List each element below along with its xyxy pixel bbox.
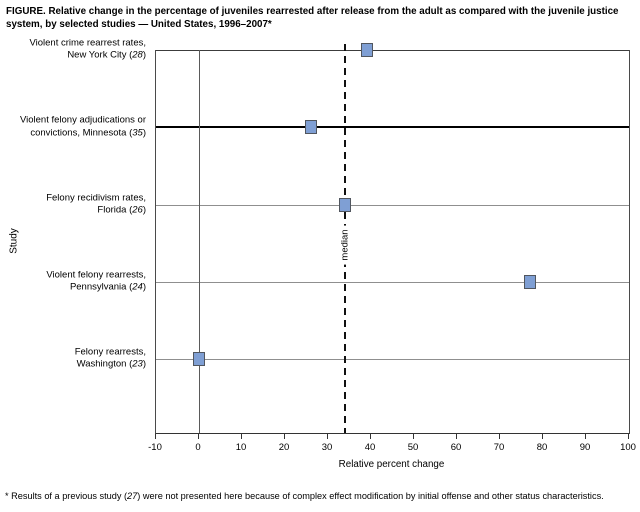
x-tick (198, 434, 199, 439)
x-tick-label: 60 (450, 442, 462, 453)
data-point-marker (339, 197, 352, 212)
data-point-marker (304, 120, 317, 135)
x-tick (499, 434, 500, 439)
data-point-marker (524, 274, 537, 289)
x-tick-label: 20 (278, 442, 290, 453)
data-point-marker (193, 352, 205, 366)
median-label: median (339, 225, 351, 265)
x-tick-label: 100 (620, 442, 636, 453)
row-gridline (156, 281, 629, 283)
x-tick-label: 30 (321, 442, 333, 453)
row-gridline (156, 126, 629, 129)
y-axis-title: Study (8, 228, 20, 254)
study-label: Felony recidivism rates, Florida (26) (46, 192, 146, 216)
x-tick (628, 434, 629, 439)
study-label: Violent felony rearrests, Pennsylvania (2… (46, 269, 146, 293)
x-tick-label: 0 (195, 442, 201, 453)
x-tick (413, 434, 414, 439)
row-gridline (156, 359, 629, 360)
x-tick (585, 434, 586, 439)
x-tick (155, 434, 156, 439)
x-tick (327, 434, 328, 439)
x-tick-label: 70 (493, 442, 505, 453)
x-axis-title: Relative percent change (338, 459, 445, 470)
x-tick-label: 80 (536, 442, 548, 453)
row-gridline (156, 50, 629, 51)
x-tick-label: 90 (579, 442, 591, 453)
row-gridline (156, 204, 629, 206)
x-tick (284, 434, 285, 439)
study-label: Violent felony adjudications or convictio… (19, 114, 146, 139)
x-tick (456, 434, 457, 439)
footnote: * Results of a previous study (27) were … (5, 491, 604, 501)
study-label: Felony rearrests, Washington (23) (74, 346, 146, 370)
x-tick-label: 40 (364, 442, 376, 453)
x-tick-label: 50 (407, 442, 419, 453)
data-point-marker (360, 43, 373, 57)
x-tick-label: 10 (235, 442, 247, 453)
zero-reference-line (199, 50, 200, 433)
figure-title: FIGURE. Relative change in the percentag… (6, 6, 619, 30)
x-tick (241, 434, 242, 439)
study-label: Violent crime rearrest rates, New York Ci… (29, 37, 146, 61)
x-tick (542, 434, 543, 439)
x-tick-label: -10 (148, 442, 162, 453)
plot-area: median (155, 43, 630, 434)
x-tick (370, 434, 371, 439)
